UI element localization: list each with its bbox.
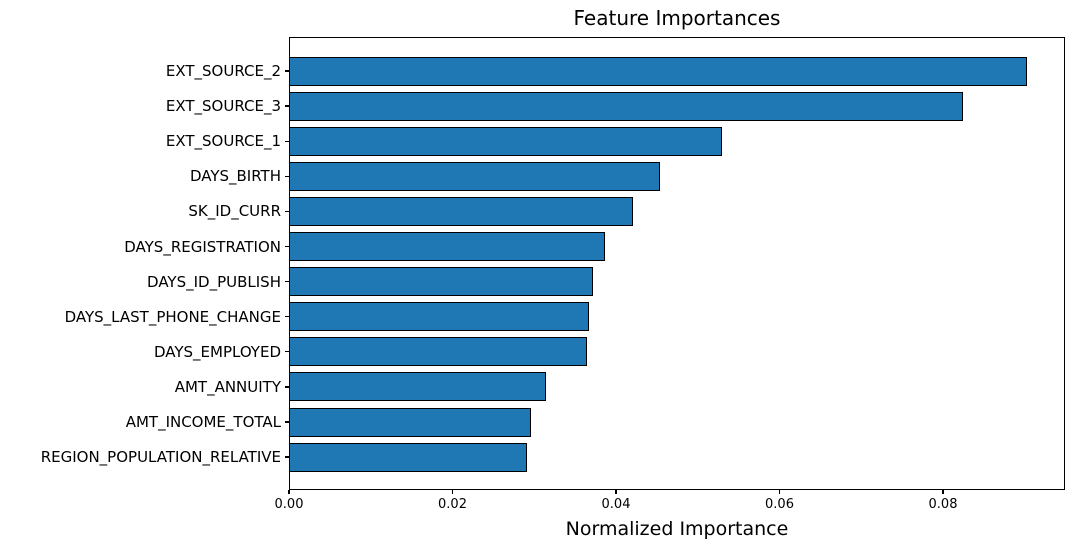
bar-days_employed — [289, 337, 587, 367]
x-tick-label: 0.00 — [274, 497, 304, 512]
x-tick-mark — [778, 490, 781, 494]
y-tick-mark — [285, 140, 289, 142]
bar-days_birth — [289, 161, 660, 191]
x-tick-mark — [615, 490, 617, 494]
y-tick-mark — [285, 210, 289, 213]
y-tick-label: REGION_POPULATION_RELATIVE — [40, 448, 281, 467]
x-tick-label: 0.02 — [438, 497, 467, 512]
y-tick-label: EXT_SOURCE_3 — [165, 97, 281, 116]
y-tick-label: EXT_SOURCE_2 — [165, 62, 281, 80]
bar-region_population_relative — [289, 442, 527, 472]
y-tick-label: DAYS_ID_PUBLISH — [147, 272, 281, 291]
y-tick-label: DAYS_REGISTRATION — [124, 237, 281, 256]
x-axis-label: Normalized Importance — [565, 518, 789, 540]
y-tick-mark — [285, 351, 289, 353]
bar-sk_id_curr — [289, 196, 633, 226]
y-tick-mark — [285, 280, 289, 283]
bar-ext_source_1 — [289, 126, 722, 156]
y-tick-label: AMT_INCOME_TOTAL — [125, 413, 281, 431]
bar-days_id_publish — [289, 267, 593, 297]
x-tick-mark — [451, 490, 454, 494]
x-tick-mark — [942, 490, 944, 494]
y-tick-label: AMT_ANNUITY — [174, 377, 281, 396]
y-tick-mark — [285, 386, 289, 388]
bar-amt_income_total — [289, 407, 531, 437]
x-tick-label: 0.08 — [928, 497, 958, 512]
y-tick-mark — [285, 105, 289, 107]
bar-days_last_phone_change — [289, 302, 589, 332]
y-tick-mark — [285, 70, 289, 72]
y-tick-label: DAYS_LAST_PHONE_CHANGE — [64, 307, 281, 326]
y-tick-mark — [285, 175, 289, 177]
y-tick-label: SK_ID_CURR — [188, 202, 281, 221]
x-tick-label: 0.04 — [601, 497, 631, 512]
bar-ext_source_3 — [289, 91, 963, 121]
y-tick-mark — [285, 456, 289, 458]
x-tick-mark — [288, 490, 290, 494]
chart-title: Feature Importances — [573, 6, 781, 30]
y-tick-mark — [285, 421, 289, 423]
x-tick-label: 0.06 — [765, 497, 794, 512]
y-tick-label: DAYS_BIRTH — [189, 167, 281, 186]
bar-amt_annuity — [289, 372, 546, 402]
bar-days_registration — [289, 232, 605, 261]
bar-ext_source_2 — [289, 56, 1027, 86]
y-tick-mark — [285, 245, 289, 248]
y-tick-label: EXT_SOURCE_1 — [165, 132, 281, 151]
y-tick-label: DAYS_EMPLOYED — [153, 342, 281, 361]
y-tick-mark — [285, 316, 289, 318]
